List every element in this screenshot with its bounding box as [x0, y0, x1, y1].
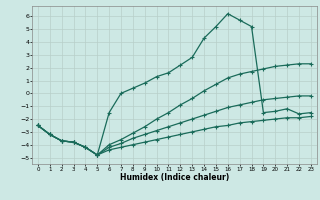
X-axis label: Humidex (Indice chaleur): Humidex (Indice chaleur) — [120, 173, 229, 182]
